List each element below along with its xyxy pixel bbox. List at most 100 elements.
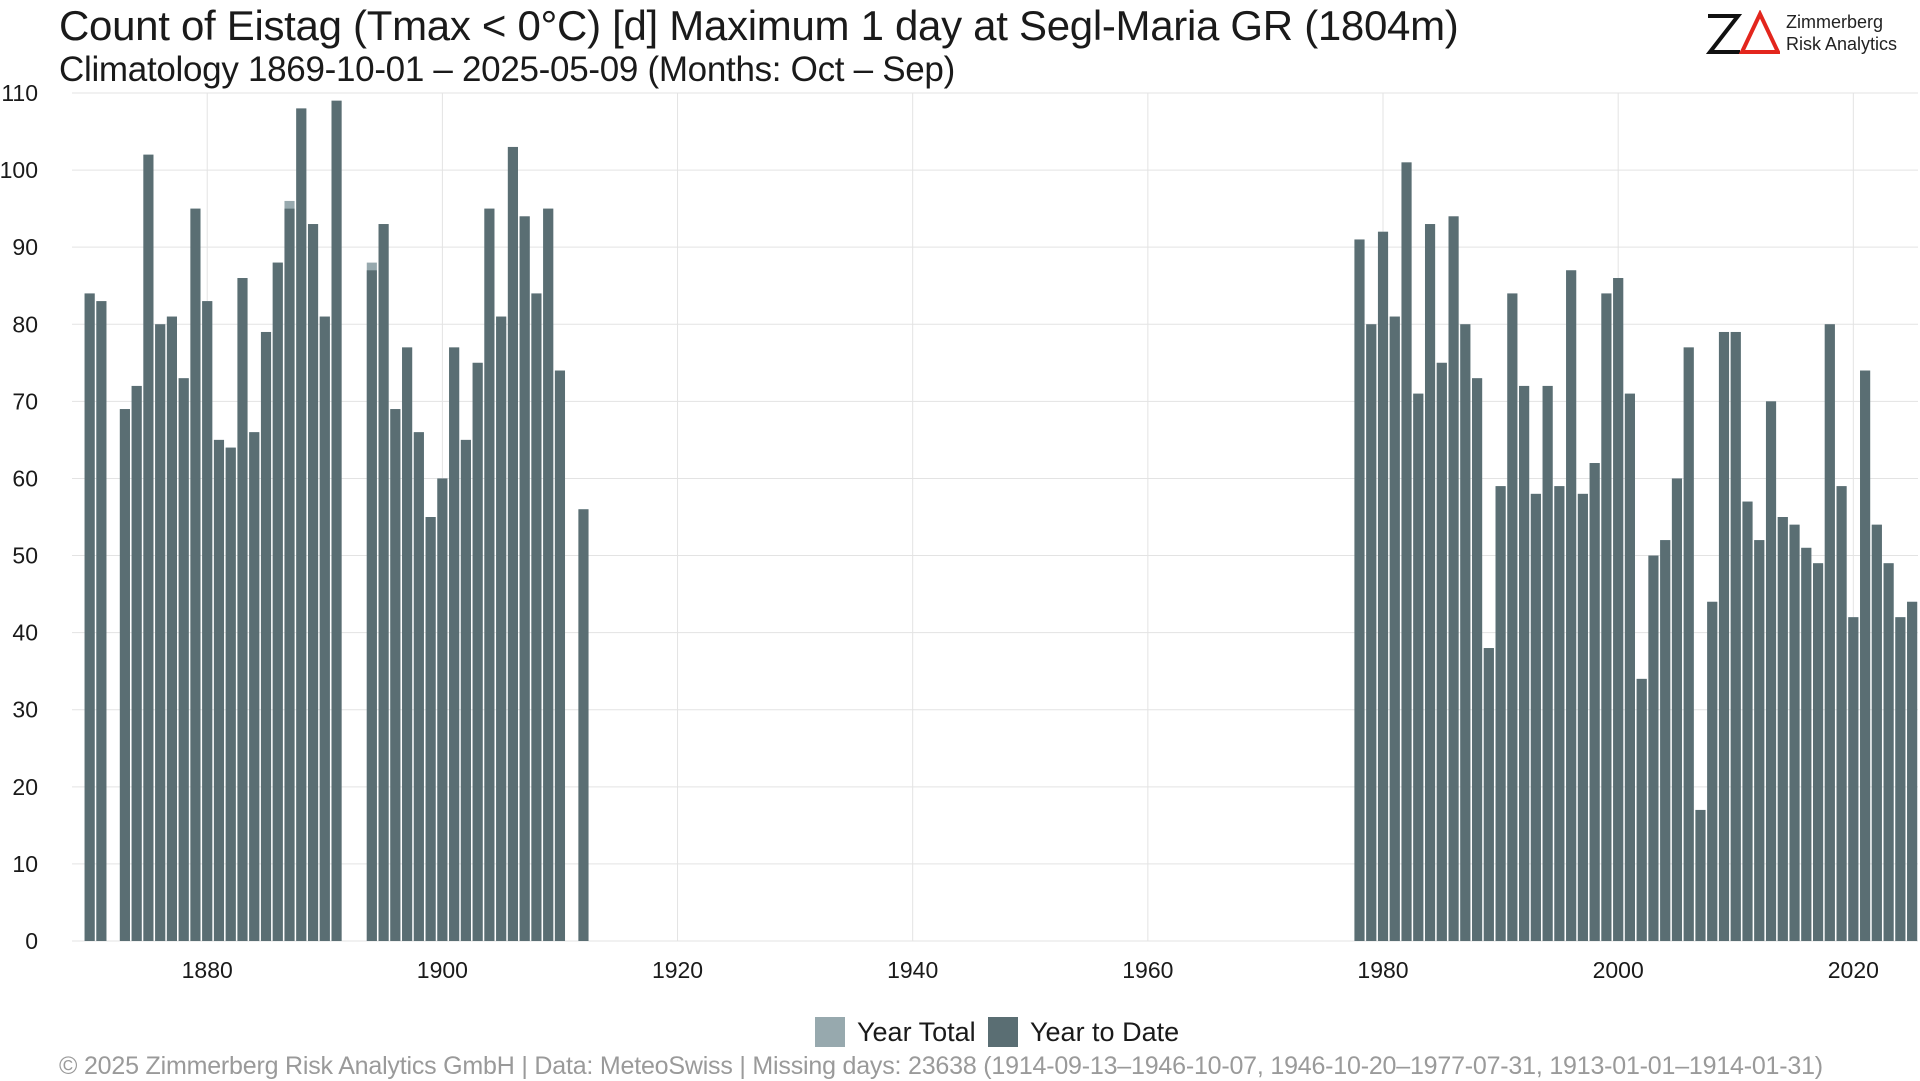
chart-title: Count of Eistag (Tmax < 0°C) [d] Maximum… bbox=[59, 2, 1459, 49]
bar-year-to-date bbox=[1707, 601, 1718, 941]
bar-year-to-date bbox=[378, 224, 389, 941]
bar-year-to-date bbox=[1519, 385, 1530, 942]
bar-year-to-date bbox=[1566, 270, 1577, 941]
bar-year-to-date bbox=[578, 509, 589, 941]
bar-year-to-date bbox=[1754, 540, 1765, 941]
bar-year-to-date bbox=[1824, 324, 1835, 942]
bar-year-to-date bbox=[213, 439, 225, 941]
bar-year-to-date bbox=[1354, 239, 1365, 942]
footer-credits: © 2025 Zimmerberg Risk Analytics GmbH | … bbox=[59, 1052, 1823, 1080]
bar-year-to-date bbox=[319, 316, 330, 942]
bar-year-to-date bbox=[1695, 809, 1706, 941]
bar-year-to-date bbox=[1554, 486, 1565, 941]
bar-year-to-date bbox=[1436, 362, 1447, 941]
bar-year-to-date bbox=[1777, 517, 1788, 941]
bar-year-to-date bbox=[296, 108, 307, 941]
logo-text-line1: Zimmerberg bbox=[1786, 12, 1884, 32]
bar-year-to-date bbox=[390, 409, 401, 941]
logo-text-line2: Risk Analytics bbox=[1786, 34, 1898, 54]
bar-year-to-date bbox=[1624, 393, 1635, 941]
x-tick-label: 1900 bbox=[417, 957, 468, 983]
x-tick-label: 1920 bbox=[652, 957, 703, 983]
y-tick-label: 30 bbox=[12, 697, 38, 723]
x-axis-ticks: 1880 1900 1920 1940 1960 1980 2000 2020 bbox=[182, 957, 1879, 983]
x-tick-label: 2000 bbox=[1593, 957, 1644, 983]
bar-year-to-date bbox=[272, 262, 283, 942]
bar-year-to-date bbox=[1895, 617, 1906, 941]
bar-year-to-date bbox=[1683, 347, 1694, 941]
legend-label-year-total: Year Total bbox=[857, 1017, 976, 1047]
bar-year-to-date bbox=[96, 301, 107, 941]
bar-year-to-date bbox=[331, 100, 342, 941]
bar-year-to-date bbox=[1472, 378, 1483, 942]
y-tick-label: 100 bbox=[0, 157, 38, 183]
bar-year-to-date bbox=[1907, 601, 1918, 941]
bar-year-to-date bbox=[1871, 524, 1882, 941]
bar-year-to-date bbox=[1765, 401, 1777, 941]
y-tick-label: 0 bbox=[25, 928, 38, 954]
series-year-to-date bbox=[84, 100, 1918, 942]
bar-year-to-date bbox=[1460, 324, 1471, 942]
bar-year-to-date bbox=[543, 208, 554, 942]
bar-year-to-date bbox=[1389, 316, 1400, 942]
bar-year-to-date bbox=[366, 270, 377, 941]
legend-swatch-year-to-date bbox=[988, 1017, 1018, 1047]
y-tick-label: 80 bbox=[12, 311, 38, 337]
bar-year-to-date bbox=[1848, 617, 1859, 941]
legend-swatch-year-total bbox=[815, 1017, 845, 1047]
bar-year-to-date bbox=[166, 316, 177, 942]
bar-year-to-date bbox=[155, 324, 166, 942]
legend-label-year-to-date: Year to Date bbox=[1030, 1017, 1180, 1047]
bar-year-to-date bbox=[178, 378, 189, 942]
bar-year-to-date bbox=[507, 146, 518, 942]
bar-year-to-date bbox=[1636, 678, 1647, 941]
bar-year-to-date bbox=[1789, 524, 1800, 941]
bar-year-to-date bbox=[1401, 162, 1412, 941]
bar-year-to-date bbox=[143, 154, 154, 941]
bar-year-to-date bbox=[449, 347, 460, 941]
bar-year-to-date bbox=[202, 301, 213, 941]
bar-year-to-date bbox=[425, 517, 436, 941]
bar-year-to-date bbox=[1718, 331, 1730, 941]
bar-year-to-date bbox=[190, 208, 201, 942]
y-axis-ticks: 0 10 20 30 40 50 60 70 80 90 100 110 bbox=[0, 80, 38, 954]
bar-year-to-date bbox=[1860, 370, 1871, 941]
x-tick-label: 1940 bbox=[887, 957, 938, 983]
bar-year-to-date bbox=[260, 331, 272, 941]
bar-year-to-date bbox=[519, 216, 530, 941]
bar-year-to-date bbox=[496, 316, 507, 942]
bar-year-to-date bbox=[437, 478, 448, 941]
bar-year-to-date bbox=[119, 409, 130, 941]
chart-legend: Year Total Year to Date bbox=[0, 1016, 1920, 1050]
bar-year-to-date bbox=[1671, 478, 1683, 941]
bar-year-to-date bbox=[1648, 555, 1659, 941]
bar-year-to-date bbox=[402, 347, 413, 941]
bar-year-to-date bbox=[1507, 293, 1518, 941]
bar-year-to-date bbox=[460, 439, 471, 941]
y-tick-label: 50 bbox=[12, 543, 38, 569]
y-tick-label: 70 bbox=[12, 388, 38, 414]
company-logo: Zimmerberg Risk Analytics bbox=[1706, 10, 1906, 62]
y-tick-label: 60 bbox=[12, 465, 38, 491]
bar-year-to-date bbox=[1813, 563, 1824, 941]
bar-year-to-date bbox=[1366, 324, 1377, 942]
bar-year-to-date bbox=[1413, 393, 1424, 941]
bar-year-to-date bbox=[237, 278, 248, 941]
bar-year-to-date bbox=[1483, 648, 1494, 941]
bar-year-to-date bbox=[484, 208, 495, 942]
bar-year-to-date bbox=[1377, 231, 1389, 941]
y-tick-label: 10 bbox=[12, 851, 38, 877]
y-tick-label: 20 bbox=[12, 774, 38, 800]
bar-year-to-date bbox=[1883, 563, 1894, 941]
bar-year-to-date bbox=[1601, 293, 1612, 941]
bar-year-to-date bbox=[1530, 493, 1541, 941]
x-tick-label: 1980 bbox=[1357, 957, 1408, 983]
bar-year-to-date bbox=[1495, 486, 1506, 941]
bar-year-to-date bbox=[1424, 224, 1436, 941]
bar-year-to-date bbox=[1836, 486, 1847, 941]
bar-year-to-date bbox=[531, 293, 542, 941]
bar-year-to-date bbox=[1742, 501, 1753, 941]
bar-year-to-date bbox=[1577, 493, 1588, 941]
bar-year-to-date bbox=[1542, 385, 1553, 942]
bar-year-to-date bbox=[284, 208, 295, 942]
